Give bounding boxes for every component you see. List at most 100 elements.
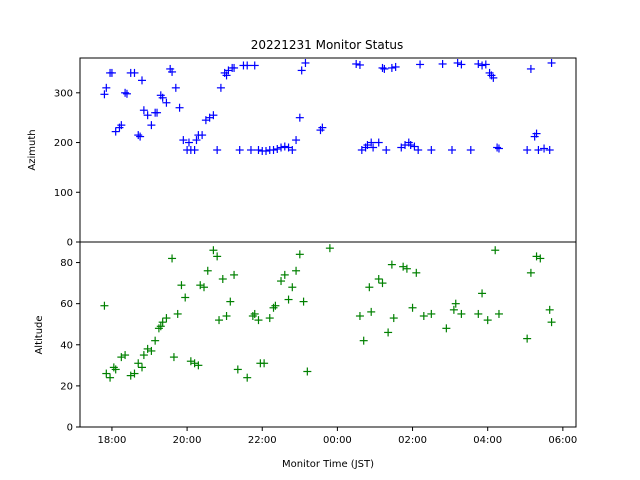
altitude-point — [451, 299, 460, 308]
altitude-point — [121, 351, 130, 360]
altitude-point — [158, 318, 167, 327]
altitude-point — [169, 353, 178, 362]
altitude-point — [213, 252, 222, 261]
azimuth-points — [100, 58, 556, 155]
azimuth-point — [254, 146, 263, 154]
azimuth-point — [171, 83, 180, 92]
azimuth-point — [184, 138, 193, 147]
altitude-point — [156, 322, 165, 331]
altitude-point — [109, 363, 118, 372]
x-axis-label: Monitor Time (JST) — [282, 459, 374, 470]
azimuth-point — [545, 146, 554, 154]
altitude-point — [250, 309, 259, 318]
azimuth-point — [288, 146, 297, 154]
azimuth-point — [107, 68, 116, 77]
azimuth-point — [301, 58, 310, 67]
altitude-point — [215, 316, 224, 325]
altitude-point — [355, 312, 364, 320]
altitude-point — [284, 295, 293, 304]
altitude-y-tick-label: 80 — [60, 258, 73, 269]
altitude-point — [200, 283, 208, 292]
azimuth-point — [478, 61, 487, 70]
azimuth-point — [295, 113, 304, 122]
altitude-point — [402, 264, 411, 273]
altitude-point — [478, 289, 487, 298]
altitude-y-tick-label: 40 — [60, 340, 73, 351]
azimuth-point — [466, 146, 475, 154]
azimuth-point — [269, 146, 278, 154]
azimuth-point — [374, 138, 383, 147]
azimuth-point — [280, 142, 289, 151]
x-tick-label: 02:00 — [398, 435, 427, 446]
altitude-point — [147, 346, 156, 355]
altitude-point — [384, 328, 393, 337]
azimuth-point — [489, 73, 498, 82]
azimuth-point — [367, 138, 376, 147]
altitude-point — [389, 314, 398, 323]
azimuth-point — [117, 121, 126, 130]
altitude-point — [111, 365, 120, 374]
altitude-point — [399, 262, 408, 271]
azimuth-point — [382, 146, 391, 154]
azimuth-point — [143, 111, 152, 120]
azimuth-point — [130, 68, 139, 77]
altitude-point — [265, 314, 274, 323]
azimuth-point — [523, 146, 532, 154]
azimuth-point — [318, 123, 327, 132]
azimuth-y-tick-label: 0 — [67, 238, 73, 249]
azimuth-point — [481, 60, 490, 69]
altitude-point — [186, 357, 195, 366]
altitude-point — [427, 309, 436, 318]
azimuth-point — [369, 143, 378, 152]
azimuth-point — [246, 146, 255, 154]
altitude-point — [181, 293, 190, 302]
azimuth-axis-label: Azimuth — [27, 129, 38, 170]
azimuth-point — [494, 144, 503, 153]
azimuth-point — [380, 64, 389, 73]
altitude-point — [226, 297, 235, 306]
altitude-point — [139, 351, 148, 360]
azimuth-point — [179, 136, 188, 145]
altitude-point — [292, 266, 301, 275]
azimuth-point — [526, 64, 535, 73]
altitude-point — [248, 312, 257, 320]
altitude-point — [494, 309, 503, 318]
altitude-point — [545, 305, 554, 314]
azimuth-point — [273, 145, 282, 154]
altitude-point — [194, 361, 203, 370]
altitude-point — [126, 371, 135, 380]
altitude-point — [269, 303, 278, 312]
azimuth-point — [453, 58, 462, 67]
x-tick-label: 04:00 — [473, 435, 502, 446]
altitude-point — [288, 283, 297, 292]
azimuth-point — [198, 131, 207, 140]
altitude-point — [254, 316, 263, 325]
altitude-point — [536, 254, 545, 263]
azimuth-point — [139, 106, 148, 115]
azimuth-point — [136, 132, 145, 141]
x-axis: 18:00 20:00 22:00 00:00 02:00 04:00 06:00 — [98, 427, 577, 446]
azimuth-point — [111, 127, 120, 136]
azimuth-point — [168, 67, 177, 76]
azimuth-point — [391, 62, 400, 71]
azimuth-point — [102, 83, 111, 92]
azimuth-point — [162, 98, 171, 107]
altitude-point — [412, 268, 421, 277]
azimuth-point — [138, 76, 146, 85]
altitude-y-tick-label: 60 — [60, 299, 73, 310]
x-tick-label: 00:00 — [323, 435, 352, 446]
azimuth-point — [457, 60, 466, 69]
altitude-point — [100, 301, 109, 310]
altitude-points — [100, 244, 556, 382]
azimuth-point — [122, 89, 131, 98]
azimuth-point — [175, 103, 184, 112]
altitude-point — [547, 318, 556, 327]
altitude-point — [154, 324, 163, 333]
altitude-point — [173, 309, 182, 318]
altitude-point — [162, 314, 171, 323]
x-tick-label: 06:00 — [548, 435, 577, 446]
azimuth-y-tick-label: 100 — [54, 188, 73, 199]
altitude-point — [365, 283, 374, 292]
azimuth-point — [416, 60, 425, 69]
